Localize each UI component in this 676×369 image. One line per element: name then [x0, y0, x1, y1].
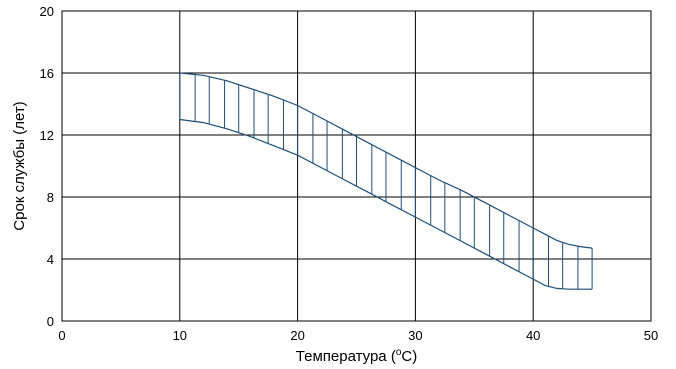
grid [61, 10, 652, 322]
x-axis-title-degree: o [396, 347, 402, 358]
x-tick-labels: 0 10 20 30 40 50 [58, 328, 658, 343]
upper-bound-line [179, 72, 593, 249]
x-tick-40: 40 [526, 328, 540, 343]
y-tick-0: 0 [47, 314, 54, 329]
y-tick-16: 16 [40, 66, 54, 81]
y-tick-8: 8 [47, 190, 54, 205]
x-axis-title: Температура (oC) [296, 347, 417, 365]
y-tick-12: 12 [40, 128, 54, 143]
y-tick-4: 4 [47, 252, 54, 267]
y-tick-labels: 0 4 8 12 16 20 [40, 4, 54, 329]
y-tick-20: 20 [40, 4, 54, 19]
x-axis-title-unit: C) [401, 348, 417, 365]
y-axis-title: Срок службы (лет) [11, 101, 28, 230]
x-tick-30: 30 [408, 328, 422, 343]
lower-bound-line [179, 118, 593, 290]
plot-frame [61, 10, 652, 322]
x-tick-20: 20 [290, 328, 304, 343]
x-tick-0: 0 [58, 328, 65, 343]
lifetime-band [179, 72, 593, 290]
x-axis-title-main: Температура ( [296, 348, 396, 365]
x-tick-10: 10 [173, 328, 187, 343]
x-tick-50: 50 [644, 328, 658, 343]
